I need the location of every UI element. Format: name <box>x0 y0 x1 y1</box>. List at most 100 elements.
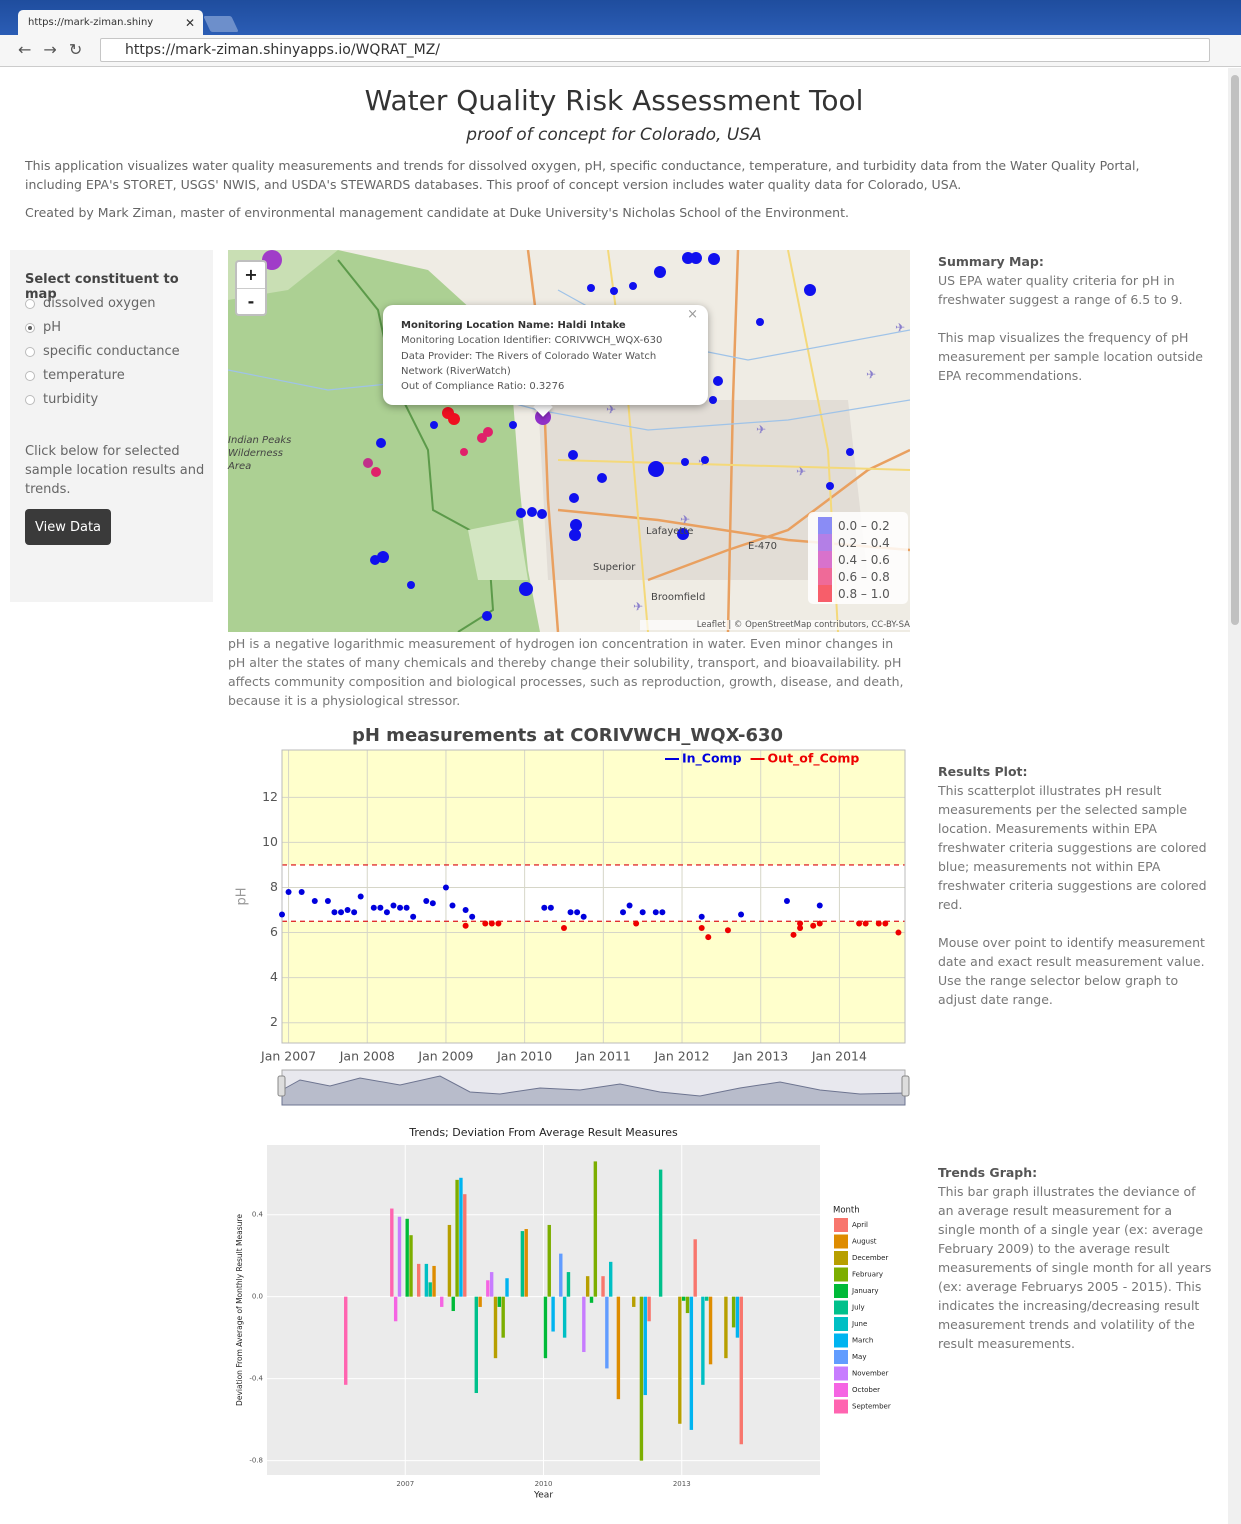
legend-label: October <box>852 1386 880 1394</box>
y-tick-label: 10 <box>262 834 278 849</box>
data-point <box>450 903 456 909</box>
x-tick-label: Jan 2013 <box>732 1049 788 1064</box>
legend-swatch <box>834 1367 848 1381</box>
bar <box>686 1297 689 1313</box>
data-point <box>810 923 816 929</box>
legend-swatch <box>834 1284 848 1298</box>
legend-label: In_Comp <box>682 751 742 767</box>
bar <box>701 1297 704 1385</box>
bar <box>490 1272 493 1297</box>
data-point <box>895 930 901 936</box>
x-tick-label: Jan 2007 <box>260 1049 316 1064</box>
bar <box>505 1278 508 1296</box>
data-point <box>489 921 495 927</box>
bar <box>586 1276 589 1296</box>
data-point <box>640 909 646 915</box>
bar <box>548 1225 551 1297</box>
bar <box>659 1170 662 1297</box>
bar <box>440 1297 443 1307</box>
bar <box>448 1225 451 1297</box>
data-point <box>397 905 403 911</box>
bar <box>498 1297 501 1307</box>
y-axis-label: Deviation From Average of Monthly Result… <box>235 1214 244 1406</box>
legend-label: Out_of_Comp <box>768 751 860 767</box>
x-tick-label: Jan 2008 <box>339 1049 395 1064</box>
legend-label: February <box>852 1271 883 1279</box>
data-point <box>620 909 626 915</box>
charts: 24681012Jan 2007Jan 2008Jan 2009Jan 2010… <box>0 0 1241 1524</box>
bar <box>732 1297 735 1328</box>
bar <box>605 1297 608 1369</box>
bar <box>601 1276 604 1296</box>
bar <box>452 1297 455 1311</box>
data-point <box>699 925 705 931</box>
y-tick-label: -0.8 <box>249 1457 263 1465</box>
bar <box>544 1297 547 1358</box>
bar <box>521 1231 524 1297</box>
legend-swatch <box>834 1301 848 1315</box>
data-point <box>725 927 731 933</box>
bar <box>682 1297 685 1301</box>
legend-label: September <box>852 1403 891 1411</box>
legend-label: December <box>852 1254 888 1262</box>
data-point <box>351 909 357 915</box>
bar <box>394 1297 397 1322</box>
data-point <box>784 898 790 904</box>
x-tick-label: Jan 2010 <box>496 1049 552 1064</box>
data-point <box>548 905 554 911</box>
bar <box>459 1178 462 1297</box>
bar <box>567 1272 570 1297</box>
legend-swatch <box>834 1268 848 1282</box>
data-point <box>561 925 567 931</box>
data-point <box>797 921 803 927</box>
bar <box>709 1297 712 1365</box>
data-point <box>384 909 390 915</box>
data-point <box>279 912 285 918</box>
data-point <box>817 921 823 927</box>
page: {"browser": {"tab_title": "https://mark-… <box>0 0 1241 1524</box>
data-point <box>482 921 488 927</box>
data-point <box>705 934 711 940</box>
legend-swatch <box>834 1350 848 1364</box>
bar <box>617 1297 620 1399</box>
data-point <box>876 921 882 927</box>
data-point <box>574 909 580 915</box>
data-point <box>627 903 633 909</box>
y-tick-label: 6 <box>270 924 278 939</box>
legend-swatch <box>834 1218 848 1232</box>
legend-swatch <box>834 1235 848 1249</box>
data-point <box>423 898 429 904</box>
bar <box>632 1297 635 1307</box>
bar <box>486 1280 489 1296</box>
bar <box>432 1266 435 1297</box>
y-tick-label: 8 <box>270 879 278 894</box>
data-point <box>463 923 469 929</box>
bar <box>693 1239 696 1296</box>
data-point <box>430 900 436 906</box>
bar <box>740 1297 743 1445</box>
bar <box>705 1297 708 1301</box>
data-point <box>469 914 475 920</box>
range-selector[interactable] <box>278 1070 909 1105</box>
y-tick-label: -0.4 <box>249 1375 263 1383</box>
bar <box>525 1229 528 1297</box>
bar <box>590 1297 593 1303</box>
legend-label: May <box>852 1353 866 1361</box>
data-point <box>856 921 862 927</box>
bar <box>551 1297 554 1332</box>
bar <box>690 1297 693 1430</box>
x-tick-label: Jan 2009 <box>417 1049 473 1064</box>
bar <box>455 1180 458 1297</box>
legend-swatch <box>834 1251 848 1265</box>
bar <box>417 1264 420 1297</box>
bar <box>563 1297 566 1338</box>
legend-title: Month <box>833 1206 860 1216</box>
data-point <box>581 914 587 920</box>
chart-title: pH measurements at CORIVWCH_WQX-630 <box>352 725 783 746</box>
data-point <box>463 907 469 913</box>
data-point <box>358 894 364 900</box>
data-point <box>338 909 344 915</box>
data-point <box>312 898 318 904</box>
data-point <box>882 921 888 927</box>
bar <box>594 1161 597 1296</box>
